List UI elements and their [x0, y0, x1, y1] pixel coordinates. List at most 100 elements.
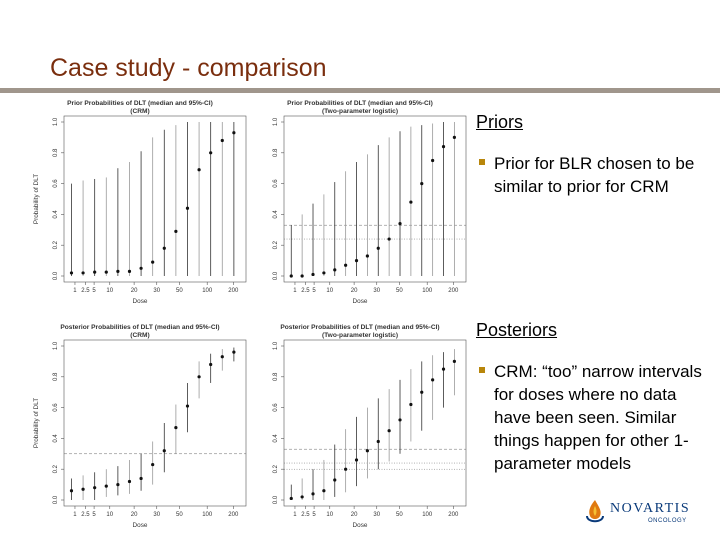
median-point — [93, 486, 97, 490]
chart-svg: Prior Probabilities of DLT (median and 9… — [273, 100, 467, 305]
y-tick-label: 0.4 — [53, 434, 59, 443]
x-axis-label: Dose — [133, 298, 148, 305]
x-axis-label: Dose — [353, 298, 368, 305]
median-point — [322, 271, 326, 275]
posteriors-bullet: CRM: “too” narrow intervals for doses wh… — [476, 360, 716, 475]
plot-frame — [63, 339, 247, 507]
median-point — [185, 206, 190, 210]
posteriors-bullet-text: CRM: “too” narrow intervals for doses wh… — [494, 362, 702, 473]
x-tick-label: 20 — [351, 288, 358, 294]
x-tick-label: 30 — [153, 288, 160, 294]
y-tick-label: 0.2 — [273, 240, 279, 249]
x-tick-label: 5 — [312, 512, 316, 518]
x-tick-label: 50 — [396, 512, 403, 518]
x-tick-label: 1 — [293, 288, 297, 294]
y-tick-label: 0.4 — [53, 210, 59, 219]
y-tick-label: 0.8 — [53, 372, 59, 381]
y-tick-label: 0.0 — [273, 271, 279, 280]
median-point — [398, 222, 402, 226]
median-point — [322, 489, 326, 493]
median-point — [420, 182, 424, 186]
x-tick-label: 2.5 — [301, 288, 310, 294]
median-point — [197, 168, 201, 172]
median-point — [289, 496, 293, 501]
y-tick-label: 0.0 — [53, 271, 59, 280]
median-point — [398, 418, 402, 422]
x-tick-label: 30 — [373, 512, 380, 518]
x-axis-label: Dose — [133, 522, 148, 529]
median-point — [69, 489, 74, 493]
chart-svg: Posterior Probabilities of DLT (median a… — [33, 324, 247, 529]
median-point — [333, 268, 337, 272]
median-point — [452, 135, 456, 139]
bullet-square-icon — [479, 159, 485, 165]
y-tick-label: 1.0 — [273, 117, 279, 126]
y-tick-label: 0.2 — [53, 464, 59, 473]
median-point — [387, 429, 391, 433]
median-point — [81, 271, 85, 275]
x-tick-label: 20 — [131, 288, 138, 294]
median-point — [344, 467, 348, 471]
title-divider — [0, 88, 720, 93]
median-point — [365, 449, 369, 453]
median-point — [311, 272, 315, 277]
chart-svg: Posterior Probabilities of DLT (median a… — [273, 324, 467, 529]
median-point — [289, 274, 293, 278]
median-point — [220, 355, 224, 359]
chart-subtitle: (CRM) — [130, 332, 149, 339]
y-tick-label: 1.0 — [53, 117, 59, 126]
y-tick-label: 0.2 — [273, 464, 279, 473]
y-axis-label: Probability of DLT — [33, 398, 40, 448]
x-tick-label: 200 — [448, 512, 459, 518]
y-axis-label: Probability of DLT — [33, 174, 40, 224]
median-point — [376, 439, 380, 444]
median-point — [69, 271, 74, 275]
x-tick-label: 30 — [373, 288, 380, 294]
median-point — [232, 131, 236, 135]
median-point — [162, 449, 166, 453]
median-point — [116, 269, 120, 273]
y-tick-label: 1.0 — [53, 341, 59, 350]
median-point — [354, 458, 359, 462]
median-point — [151, 260, 155, 264]
x-tick-label: 50 — [396, 288, 403, 294]
chart-title: Prior Probabilities of DLT (median and 9… — [287, 100, 433, 107]
median-point — [387, 237, 391, 241]
plot-frame — [283, 115, 467, 283]
chart-title: Posterior Probabilities of DLT (median a… — [280, 324, 439, 331]
y-tick-label: 0.8 — [53, 148, 59, 157]
median-point — [127, 479, 132, 484]
chart-prior-logistic: Prior Probabilities of DLT (median and 9… — [250, 94, 470, 314]
median-point — [441, 145, 446, 149]
x-tick-label: 100 — [202, 288, 213, 294]
chart-title: Posterior Probabilities of DLT (median a… — [60, 324, 219, 331]
x-tick-label: 2.5 — [81, 512, 90, 518]
plot-frame — [63, 115, 247, 283]
x-tick-label: 2.5 — [301, 512, 310, 518]
x-tick-label: 10 — [106, 288, 113, 294]
logo-wordmark: NOVARTIS — [610, 501, 691, 516]
median-point — [431, 158, 435, 163]
median-point — [441, 367, 446, 371]
y-tick-label: 0.8 — [273, 372, 279, 381]
y-tick-label: 0.4 — [273, 434, 279, 443]
x-tick-label: 1 — [73, 288, 77, 294]
y-tick-label: 0.6 — [53, 179, 59, 188]
median-point — [162, 246, 166, 250]
slide-title: Case study - comparison — [50, 54, 327, 82]
median-point — [197, 375, 201, 379]
chart-posterior-crm: Posterior Probabilities of DLT (median a… — [30, 318, 250, 538]
median-point — [300, 495, 304, 499]
chart-subtitle: (CRM) — [130, 108, 149, 115]
priors-heading: Priors — [476, 112, 524, 132]
x-tick-label: 100 — [422, 512, 433, 518]
y-tick-label: 0.2 — [53, 240, 59, 249]
median-point — [174, 426, 178, 430]
x-tick-label: 30 — [153, 512, 160, 518]
x-tick-label: 50 — [176, 512, 183, 518]
median-point — [232, 350, 236, 354]
median-point — [104, 270, 108, 274]
x-axis-label: Dose — [353, 522, 368, 529]
y-tick-label: 1.0 — [273, 341, 279, 350]
chart-prior-crm: Prior Probabilities of DLT (median and 9… — [30, 94, 250, 314]
